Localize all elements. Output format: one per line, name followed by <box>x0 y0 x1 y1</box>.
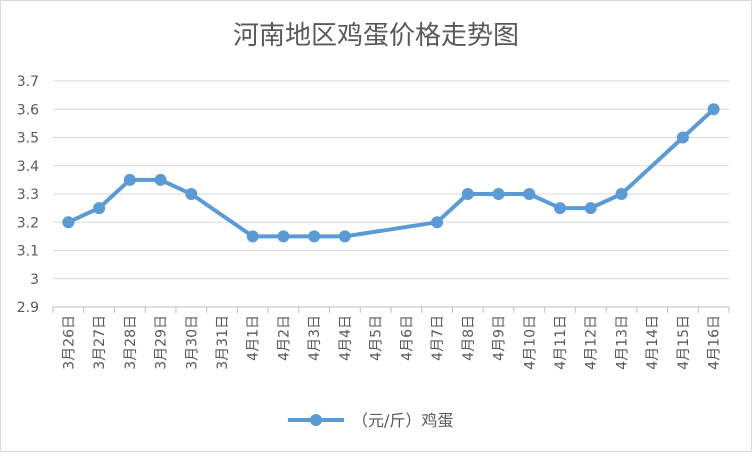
data-point <box>338 230 351 243</box>
data-point <box>277 230 290 243</box>
x-tick-label: 4月10日 <box>522 315 538 370</box>
y-tick-label: 3.3 <box>17 187 39 203</box>
x-tick-label: 4月12日 <box>584 315 600 370</box>
x-tick-label: 3月31日 <box>215 315 231 370</box>
x-tick-label: 4月16日 <box>707 315 723 370</box>
x-tick-label: 4月2日 <box>276 315 292 361</box>
x-tick-label: 4月5日 <box>369 315 385 361</box>
y-axis-ticks: 3.7 3.6 3.5 3.4 3.3 3.2 3.1 3 2.9 <box>17 74 39 316</box>
gridlines <box>53 80 729 308</box>
legend: （元/斤）鸡蛋 <box>288 411 453 430</box>
data-point <box>554 202 566 215</box>
x-tick-label: 4月9日 <box>492 315 508 361</box>
data-point <box>185 188 198 200</box>
data-point <box>584 202 597 215</box>
y-tick-label: 3 <box>30 272 39 288</box>
data-point <box>123 173 136 186</box>
x-tick-label: 4月15日 <box>676 315 692 370</box>
data-point <box>154 173 167 186</box>
y-tick-label: 3.4 <box>17 159 39 175</box>
x-tick-label: 3月29日 <box>154 315 170 370</box>
y-tick-label: 2.9 <box>17 300 39 316</box>
legend-marker-swatch <box>310 414 322 426</box>
x-tick-label: 4月3日 <box>307 315 323 361</box>
y-tick-label: 3.5 <box>17 131 39 147</box>
chart-title: 河南地区鸡蛋价格走势图 <box>233 21 519 51</box>
series-line <box>66 107 716 239</box>
x-tick-label: 4月13日 <box>614 315 630 370</box>
y-tick-label: 3.6 <box>17 102 39 118</box>
series-layer <box>62 103 720 243</box>
x-tick-label: 4月6日 <box>399 315 415 361</box>
data-point <box>93 202 106 215</box>
data-point <box>523 188 536 200</box>
x-axis-ticks: 3月26日 3月27日 3月28日 3月29日 3月30日 3月31日 4月1日 4月2日 4月… <box>52 307 730 370</box>
data-point <box>615 188 628 200</box>
x-tick-label: 3月30日 <box>184 315 200 370</box>
data-point <box>492 188 505 200</box>
x-tick-label: 4月4日 <box>338 315 354 361</box>
data-point <box>308 230 321 243</box>
x-tick-label: 4月14日 <box>645 315 661 370</box>
y-tick-label: 3.1 <box>17 244 39 260</box>
data-point <box>707 103 720 116</box>
x-tick-label: 3月26日 <box>61 315 77 370</box>
data-point <box>431 216 444 229</box>
y-tick-label: 3.7 <box>17 74 39 90</box>
x-tick-label: 4月1日 <box>246 315 262 361</box>
data-point <box>461 188 474 200</box>
data-point <box>246 230 259 243</box>
x-tick-label: 4月11日 <box>553 315 569 370</box>
y-tick-label: 3.2 <box>17 215 39 231</box>
legend-label: （元/斤）鸡蛋 <box>352 411 453 430</box>
x-tick-label: 4月8日 <box>461 315 477 361</box>
x-tick-label: 3月27日 <box>92 315 108 370</box>
data-point <box>676 131 689 144</box>
x-tick-label: 4月7日 <box>430 315 446 361</box>
data-point <box>62 216 75 229</box>
x-tick-label: 3月28日 <box>123 315 139 370</box>
